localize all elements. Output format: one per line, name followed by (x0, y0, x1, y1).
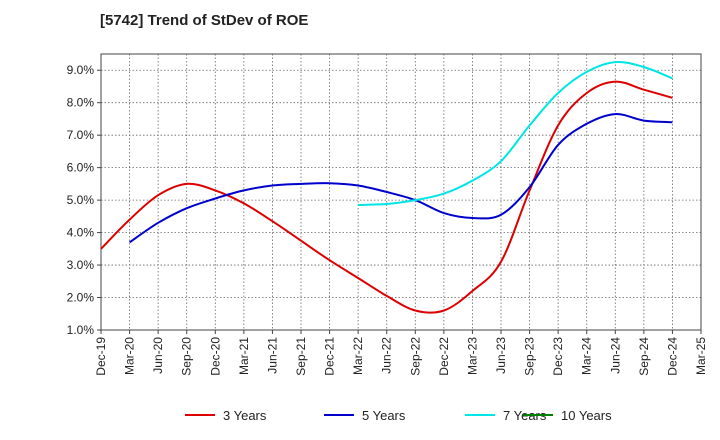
x-tick-label: Jun-23 (494, 337, 508, 374)
x-tick-label: Mar-25 (694, 337, 708, 375)
x-tick-label: Sep-21 (294, 337, 308, 376)
x-tick-label: Mar-21 (237, 337, 251, 375)
x-tick-label: Mar-20 (123, 337, 137, 375)
x-tick-label: Jun-20 (151, 337, 165, 374)
legend: 3 Years 5 Years 7 Years 10 Years (185, 408, 612, 423)
y-axis-ticks: 1.0% 2.0% 3.0% 4.0% 5.0% 6.0% 7.0% 8.0% 9.0% (67, 63, 101, 337)
legend-label: 10 Years (561, 408, 612, 423)
x-tick-label: Sep-20 (180, 337, 194, 376)
y-tick-label: 3.0% (67, 258, 95, 272)
x-tick-label: Dec-23 (551, 337, 565, 376)
x-tick-label: Mar-23 (465, 337, 479, 375)
series-line-3-years (100, 80, 673, 314)
x-axis-ticks: Dec-19 Mar-20 Jun-20 Sep-20 Dec-20 Mar-21 Jun-… (94, 330, 708, 376)
plot-area-border (100, 53, 702, 331)
x-tick-label: Sep-24 (637, 337, 651, 376)
legend-label: 5 Years (362, 408, 406, 423)
x-tick-label: Sep-23 (523, 337, 537, 376)
y-tick-label: 8.0% (67, 96, 95, 110)
x-tick-label: Jun-22 (380, 337, 394, 374)
x-tick-label: Dec-20 (208, 337, 222, 376)
x-tick-label: Jun-21 (265, 337, 279, 374)
x-tick-label: Dec-22 (437, 337, 451, 376)
chart-title: [5742] Trend of StDev of ROE (100, 12, 309, 29)
x-tick-label: Dec-21 (323, 337, 337, 376)
y-tick-label: 9.0% (67, 63, 95, 77)
y-tick-label: 6.0% (67, 161, 95, 175)
y-tick-label: 4.0% (67, 226, 95, 240)
x-tick-label: Dec-24 (665, 337, 679, 376)
y-tick-label: 5.0% (67, 193, 95, 207)
legend-label: 3 Years (223, 408, 267, 423)
x-tick-label: Dec-19 (94, 337, 108, 376)
series-lines (100, 60, 673, 314)
series-line-7-years (358, 60, 673, 206)
x-tick-label: Mar-24 (580, 337, 594, 375)
x-tick-label: Mar-22 (351, 337, 365, 375)
y-tick-label: 2.0% (67, 291, 95, 305)
x-tick-label: Sep-22 (408, 337, 422, 376)
y-tick-label: 1.0% (67, 323, 95, 337)
y-tick-label: 7.0% (67, 128, 95, 142)
x-tick-label: Jun-24 (608, 337, 622, 374)
series-line-5-years (129, 113, 673, 244)
grid (101, 54, 701, 331)
